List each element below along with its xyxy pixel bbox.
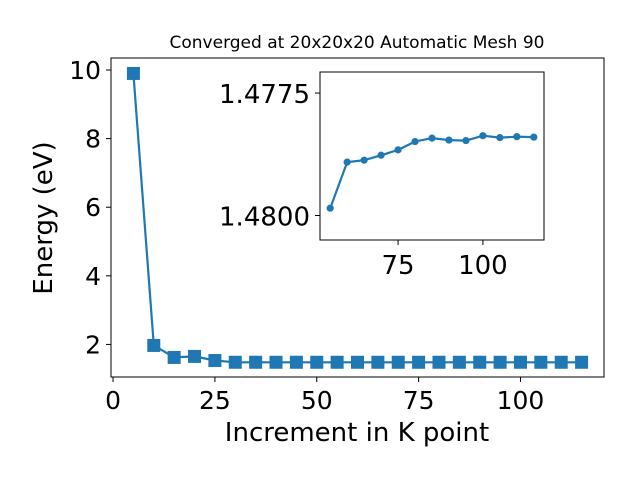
main-data-point bbox=[289, 355, 303, 369]
main-data-point bbox=[188, 349, 202, 363]
main-series-markers bbox=[126, 66, 589, 369]
main-data-point bbox=[371, 355, 385, 369]
main-data-point bbox=[351, 355, 364, 369]
main-data-point bbox=[330, 355, 344, 369]
y-tick-label: 6 bbox=[85, 193, 101, 222]
inset-data-point bbox=[445, 136, 453, 144]
inset-data-point bbox=[394, 146, 402, 154]
main-data-point bbox=[269, 355, 283, 369]
x-tick-label: 75 bbox=[403, 386, 435, 415]
y-tick-label: 2 bbox=[85, 330, 101, 359]
inset-background bbox=[320, 72, 544, 240]
main-data-point bbox=[513, 355, 527, 369]
x-tick-label: 50 bbox=[301, 386, 333, 415]
main-data-point bbox=[147, 338, 161, 352]
main-data-point bbox=[534, 355, 548, 369]
main-data-point bbox=[432, 355, 446, 369]
main-data-point bbox=[412, 355, 426, 369]
main-ticks: 0 25 50 75 100 2 4 6 8 10 bbox=[69, 56, 544, 415]
main-data-point bbox=[208, 354, 222, 368]
main-data-point bbox=[554, 355, 568, 369]
y-tick-label: 10 bbox=[69, 56, 101, 85]
inset-plot: 75 100 1.4775 1.4800 bbox=[219, 71, 545, 281]
inset-data-point bbox=[326, 204, 334, 212]
x-tick-label: 100 bbox=[497, 386, 545, 415]
main-data-point bbox=[575, 355, 589, 369]
y-tick-label: 4 bbox=[85, 262, 101, 291]
x-tick-label: 0 bbox=[105, 386, 121, 415]
inset-x-tick-label: 75 bbox=[382, 251, 415, 281]
inset-series-markers bbox=[326, 132, 538, 212]
inset-data-point bbox=[360, 156, 368, 164]
main-plot: Converged at 20x20x20 Automatic Mesh 90 … bbox=[29, 33, 605, 448]
inset-x-tick-label: 100 bbox=[458, 251, 508, 281]
inset-data-point bbox=[479, 132, 487, 140]
inset-data-point bbox=[377, 151, 385, 159]
inset-ticks: 75 100 1.4775 1.4800 bbox=[219, 80, 508, 281]
main-data-point bbox=[249, 355, 263, 369]
main-data-point bbox=[473, 355, 487, 369]
main-data-point bbox=[126, 66, 140, 80]
inset-data-point bbox=[530, 133, 538, 141]
y-axis-label: Energy (eV) bbox=[29, 141, 59, 294]
chart-title: Converged at 20x20x20 Automatic Mesh 90 bbox=[170, 33, 545, 53]
main-data-point bbox=[228, 355, 242, 369]
inset-data-point bbox=[411, 137, 419, 146]
inset-data-point bbox=[428, 134, 436, 142]
main-plot-frame bbox=[110, 57, 605, 378]
inset-data-point bbox=[496, 134, 504, 142]
y-tick-label: 8 bbox=[85, 125, 101, 154]
main-data-point bbox=[493, 355, 507, 369]
inset-data-point bbox=[513, 133, 521, 141]
main-data-point bbox=[391, 355, 405, 369]
inset-plot-frame bbox=[319, 71, 545, 241]
main-data-point bbox=[310, 355, 324, 369]
main-data-point bbox=[452, 355, 466, 369]
inset-y-tick-label: 1.4800 bbox=[219, 203, 310, 233]
x-axis-label: Increment in K point bbox=[225, 418, 489, 448]
inset-y-tick-label: 1.4775 bbox=[219, 80, 310, 110]
main-data-point bbox=[167, 350, 181, 364]
x-tick-label: 25 bbox=[199, 386, 231, 415]
inset-data-point bbox=[462, 136, 470, 145]
inset-data-point bbox=[343, 158, 351, 166]
